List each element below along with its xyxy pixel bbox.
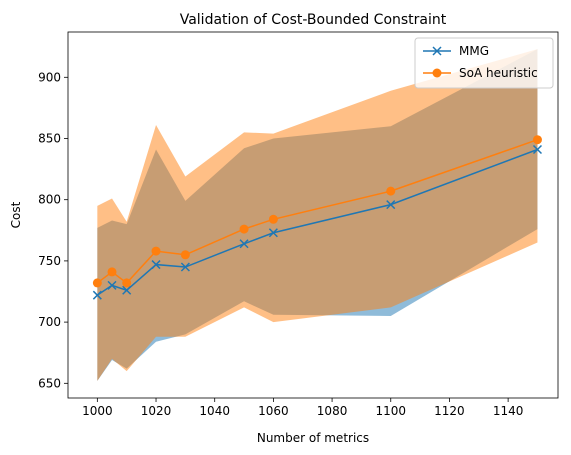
y-tick-label: 900 <box>38 70 61 84</box>
x-axis-label: Number of metrics <box>257 431 369 445</box>
data-point <box>269 215 278 224</box>
chart-title: Validation of Cost-Bounded Constraint <box>180 12 447 28</box>
data-point <box>386 187 395 196</box>
y-tick-label: 750 <box>38 254 61 268</box>
y-axis-label: Cost <box>9 201 23 228</box>
x-tick-label: 1020 <box>141 404 172 418</box>
x-tick-label: 1040 <box>199 404 230 418</box>
legend-marker <box>433 69 442 78</box>
data-point <box>181 250 190 259</box>
y-tick-label: 700 <box>38 315 61 329</box>
data-point <box>108 267 117 276</box>
band-1 <box>97 49 537 381</box>
x-tick-label: 1120 <box>434 404 465 418</box>
x-tick-label: 1080 <box>317 404 348 418</box>
confidence-bands <box>97 49 537 381</box>
y-tick-label: 650 <box>38 376 61 390</box>
y-tick-label: 800 <box>38 193 61 207</box>
legend-label: MMG <box>459 44 489 58</box>
x-tick-label: 1060 <box>258 404 289 418</box>
y-tick-label: 850 <box>38 131 61 145</box>
x-tick-label: 1140 <box>493 404 524 418</box>
data-point <box>240 225 249 234</box>
legend: MMG SoA heuristic <box>415 38 553 88</box>
x-tick-label: 1100 <box>375 404 406 418</box>
data-point <box>93 278 102 287</box>
data-point <box>533 135 542 144</box>
data-point <box>152 247 161 256</box>
data-point <box>122 278 131 287</box>
x-tick-label: 1000 <box>82 404 113 418</box>
legend-label: SoA heuristic <box>459 66 538 80</box>
